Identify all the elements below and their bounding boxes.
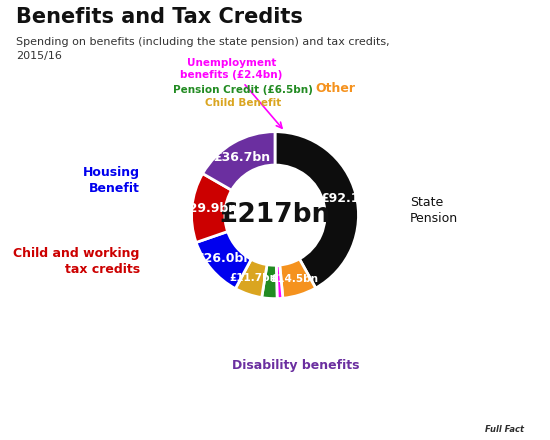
Text: Pension Credit (£6.5bn): Pension Credit (£6.5bn): [173, 85, 313, 95]
Text: £29.9bn: £29.9bn: [180, 202, 237, 215]
Polygon shape: [498, 393, 525, 436]
Text: £11.7bn: £11.7bn: [229, 273, 278, 283]
Text: £92.1: £92.1: [320, 192, 359, 205]
Text: Source:: Source:: [14, 400, 58, 411]
Text: Unemployment
benefits (£2.4bn): Unemployment benefits (£2.4bn): [180, 58, 283, 128]
Text: £14.5bn: £14.5bn: [271, 274, 319, 284]
Text: £92.1: £92.1: [368, 203, 412, 217]
Wedge shape: [275, 132, 359, 288]
Wedge shape: [235, 259, 267, 297]
Wedge shape: [262, 264, 277, 299]
Text: State
Pension: State Pension: [410, 196, 458, 225]
Text: Child and working
tax credits: Child and working tax credits: [13, 246, 140, 275]
Text: Disability benefits: Disability benefits: [232, 359, 360, 372]
Text: £36.7bn: £36.7bn: [213, 151, 270, 164]
Text: £217bn: £217bn: [219, 202, 331, 228]
Wedge shape: [202, 132, 275, 190]
Text: Housing
Benefit: Housing Benefit: [82, 165, 140, 194]
Wedge shape: [191, 173, 232, 242]
Text: £26.0bn: £26.0bn: [195, 252, 253, 265]
Text: Full Fact: Full Fact: [485, 425, 524, 434]
Text: Child Benefit: Child Benefit: [205, 98, 282, 108]
Text: Institute for Fiscal Studies Benefit and Tax Credits election briefing,
Benefit : Institute for Fiscal Studies Benefit and…: [63, 400, 415, 425]
Text: Spending on benefits (including the state pension) and tax credits,
2015/16: Spending on benefits (including the stat…: [16, 37, 390, 61]
Wedge shape: [276, 265, 283, 299]
Text: Other: Other: [315, 82, 355, 95]
Text: Benefits and Tax Credits: Benefits and Tax Credits: [16, 7, 304, 26]
Wedge shape: [280, 259, 316, 298]
Wedge shape: [196, 231, 251, 289]
